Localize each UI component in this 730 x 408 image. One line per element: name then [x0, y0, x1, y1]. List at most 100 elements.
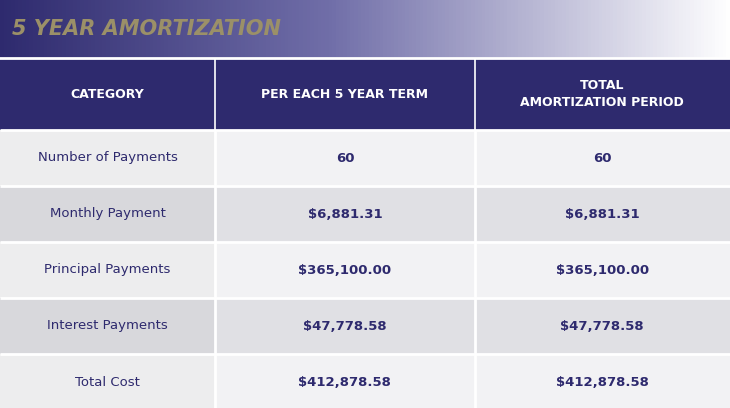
- Bar: [0, 58, 730, 130]
- Bar: [573, 0, 577, 58]
- Bar: [332, 0, 337, 58]
- Bar: [259, 0, 264, 58]
- Bar: [529, 0, 534, 58]
- Bar: [318, 0, 322, 58]
- Bar: [694, 0, 698, 58]
- Bar: [18, 0, 23, 58]
- Bar: [274, 0, 278, 58]
- Bar: [7, 0, 12, 58]
- Bar: [131, 0, 136, 58]
- Bar: [453, 0, 457, 58]
- Bar: [613, 0, 618, 58]
- Bar: [150, 0, 154, 58]
- Bar: [558, 0, 563, 58]
- Bar: [186, 0, 191, 58]
- Bar: [358, 0, 362, 58]
- Bar: [555, 0, 559, 58]
- Bar: [168, 0, 172, 58]
- Text: Number of Payments: Number of Payments: [38, 151, 177, 164]
- Bar: [708, 0, 712, 58]
- Text: CATEGORY: CATEGORY: [71, 87, 145, 100]
- Bar: [712, 0, 716, 58]
- Bar: [485, 0, 490, 58]
- Bar: [650, 0, 654, 58]
- Bar: [591, 0, 596, 58]
- Bar: [245, 0, 249, 58]
- Text: TOTAL
AMORTIZATION PERIOD: TOTAL AMORTIZATION PERIOD: [520, 79, 684, 109]
- Text: PER EACH 5 YEAR TERM: PER EACH 5 YEAR TERM: [261, 87, 429, 100]
- Bar: [193, 0, 198, 58]
- Text: $47,778.58: $47,778.58: [303, 319, 387, 333]
- Bar: [128, 0, 132, 58]
- Bar: [307, 0, 311, 58]
- Bar: [584, 0, 588, 58]
- Bar: [4, 0, 8, 58]
- Bar: [146, 0, 150, 58]
- Bar: [62, 0, 66, 58]
- Bar: [69, 0, 74, 58]
- Bar: [47, 0, 52, 58]
- Bar: [646, 0, 650, 58]
- Text: Monthly Payment: Monthly Payment: [50, 208, 166, 220]
- Bar: [434, 0, 439, 58]
- Bar: [668, 0, 672, 58]
- Bar: [153, 0, 158, 58]
- Bar: [292, 0, 296, 58]
- Bar: [402, 0, 406, 58]
- Bar: [540, 0, 545, 58]
- Bar: [66, 0, 70, 58]
- Text: Interest Payments: Interest Payments: [47, 319, 168, 333]
- Bar: [474, 298, 730, 354]
- Text: Principal Payments: Principal Payments: [45, 264, 171, 277]
- Bar: [102, 0, 107, 58]
- Bar: [526, 0, 530, 58]
- Bar: [500, 0, 504, 58]
- Bar: [412, 0, 417, 58]
- Bar: [533, 0, 537, 58]
- Bar: [277, 0, 282, 58]
- Bar: [474, 354, 730, 408]
- Text: $412,878.58: $412,878.58: [299, 375, 391, 388]
- Text: $365,100.00: $365,100.00: [556, 264, 649, 277]
- Bar: [172, 0, 176, 58]
- Bar: [726, 0, 730, 58]
- Bar: [675, 0, 680, 58]
- Bar: [442, 0, 446, 58]
- Bar: [190, 0, 194, 58]
- Bar: [354, 0, 358, 58]
- Bar: [328, 0, 333, 58]
- Bar: [496, 0, 501, 58]
- Bar: [595, 0, 599, 58]
- Bar: [339, 0, 344, 58]
- Bar: [142, 0, 147, 58]
- Bar: [602, 0, 607, 58]
- Bar: [635, 0, 639, 58]
- Bar: [704, 0, 709, 58]
- Bar: [599, 0, 603, 58]
- Bar: [325, 0, 329, 58]
- Bar: [208, 0, 212, 58]
- Bar: [197, 0, 201, 58]
- Bar: [482, 0, 486, 58]
- Text: 5 YEAR AMORTIZATION: 5 YEAR AMORTIZATION: [12, 19, 281, 39]
- Bar: [438, 0, 442, 58]
- Bar: [241, 0, 245, 58]
- Bar: [467, 0, 472, 58]
- Bar: [73, 0, 77, 58]
- Bar: [106, 0, 110, 58]
- Bar: [683, 0, 687, 58]
- Bar: [661, 0, 665, 58]
- Bar: [489, 0, 493, 58]
- Text: $412,878.58: $412,878.58: [556, 375, 649, 388]
- Bar: [416, 0, 420, 58]
- Bar: [562, 0, 566, 58]
- Bar: [431, 0, 435, 58]
- Bar: [157, 0, 161, 58]
- Bar: [460, 0, 464, 58]
- Bar: [0, 0, 4, 58]
- Bar: [569, 0, 574, 58]
- Bar: [215, 242, 474, 298]
- Bar: [617, 0, 621, 58]
- Bar: [252, 0, 256, 58]
- Bar: [321, 0, 326, 58]
